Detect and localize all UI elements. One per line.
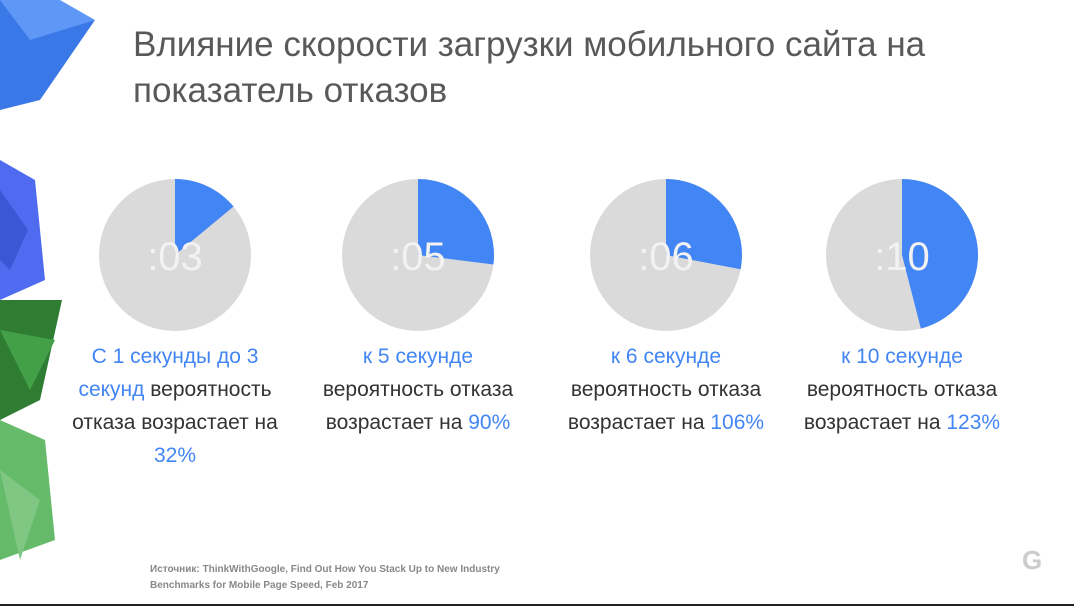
caption-value: 123% xyxy=(946,411,1001,434)
pie-label: :06 xyxy=(638,235,694,279)
source: Источник: ThinkWithGoogle, Find Out How … xyxy=(150,562,500,594)
caption-text: вероятность отказа возрастает на xyxy=(567,378,762,434)
pie-label: :05 xyxy=(390,235,446,279)
caption-value: 32% xyxy=(153,444,197,467)
pie-slice xyxy=(902,179,978,329)
caption-text: вероятность отказа возрастает на xyxy=(803,378,998,434)
caption-text: вероятность отказа возрастает на xyxy=(72,378,278,434)
caption-highlight: к 6 секунде xyxy=(610,345,722,368)
pie-slice xyxy=(666,179,742,270)
pie-label: :10 xyxy=(874,235,930,279)
decor xyxy=(0,330,55,390)
source-line: Источник: ThinkWithGoogle, Find Out How … xyxy=(150,564,500,575)
caption-highlight: к 10 секунде xyxy=(841,345,963,368)
decor xyxy=(0,470,40,560)
caption-highlight: С 1 секунды до 3 секунд xyxy=(78,345,259,401)
decor xyxy=(0,190,28,270)
source-line: Benchmarks for Mobile Page Speed, Feb 20… xyxy=(150,580,369,591)
caption: к 10 секунде вероятность отказа возраста… xyxy=(787,340,1017,439)
pie-slice xyxy=(418,179,495,265)
pie-label: :03 xyxy=(147,235,203,279)
caption: к 5 секунде вероятность отказа возрастае… xyxy=(303,340,533,439)
caption: к 6 секунде вероятность отказа возрастае… xyxy=(551,340,781,439)
decor xyxy=(0,0,95,40)
caption-highlight: к 5 секунде xyxy=(362,345,474,368)
title: Влияние скорости загрузки мобильного сай… xyxy=(133,25,926,110)
caption-value: 90% xyxy=(468,411,511,434)
pie-slice xyxy=(175,179,234,255)
caption: С 1 секунды до 3 секунд вероятность отка… xyxy=(60,340,290,472)
caption-value: 106% xyxy=(710,411,765,434)
caption-text: вероятность отказа возрастает на xyxy=(322,378,514,434)
logo: G xyxy=(1022,545,1043,575)
